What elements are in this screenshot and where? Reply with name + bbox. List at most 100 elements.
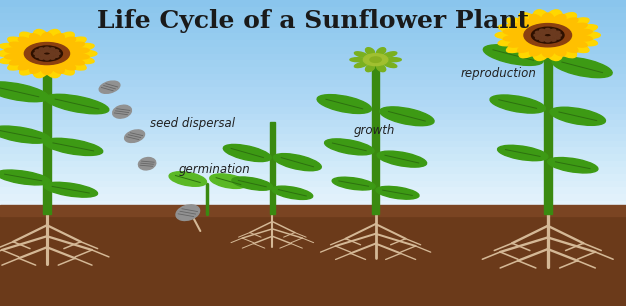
Ellipse shape [64,43,94,52]
Ellipse shape [9,57,33,65]
Ellipse shape [533,45,550,61]
Ellipse shape [551,14,566,27]
Bar [0,106,626,114]
Ellipse shape [18,37,38,48]
Ellipse shape [383,62,397,68]
Ellipse shape [366,48,374,55]
Ellipse shape [8,37,33,48]
Ellipse shape [562,41,589,53]
Circle shape [540,32,545,35]
Ellipse shape [8,59,33,70]
Circle shape [39,57,44,59]
Circle shape [524,24,572,47]
Ellipse shape [366,64,374,72]
Ellipse shape [125,130,145,143]
Ellipse shape [518,18,538,29]
Ellipse shape [45,29,61,44]
Circle shape [540,35,545,38]
Ellipse shape [552,57,612,78]
Bar [0,113,626,121]
Circle shape [50,57,54,59]
Circle shape [548,37,553,39]
Ellipse shape [495,32,528,39]
Bar [0,200,626,207]
Ellipse shape [380,107,434,126]
Ellipse shape [563,23,587,32]
Ellipse shape [5,53,31,59]
Ellipse shape [503,29,530,36]
Circle shape [51,52,55,55]
Ellipse shape [565,35,592,41]
Ellipse shape [44,138,103,155]
Bar [0,0,626,7]
Ellipse shape [490,95,545,113]
Circle shape [49,54,54,56]
Circle shape [551,32,556,35]
Ellipse shape [50,61,64,73]
Ellipse shape [54,62,74,75]
Ellipse shape [61,42,85,50]
Circle shape [48,50,53,52]
Circle shape [39,48,44,50]
Bar [0,120,626,127]
Circle shape [41,55,46,57]
Bar [43,55,51,214]
Ellipse shape [41,33,53,45]
Bar [0,80,626,87]
Circle shape [542,37,547,39]
Bar [0,140,626,147]
Ellipse shape [386,58,401,62]
Circle shape [548,31,553,34]
Bar [0,39,626,47]
Circle shape [55,52,60,55]
Ellipse shape [44,182,98,197]
Ellipse shape [29,34,44,46]
Circle shape [44,50,49,52]
Circle shape [551,35,556,38]
Circle shape [48,55,53,57]
Ellipse shape [541,13,554,27]
Ellipse shape [498,37,529,46]
Ellipse shape [332,177,375,190]
Circle shape [44,55,49,58]
Ellipse shape [61,57,85,65]
Ellipse shape [503,35,530,41]
Ellipse shape [56,59,76,70]
Ellipse shape [354,52,368,57]
Ellipse shape [550,107,605,125]
Circle shape [54,50,59,52]
Bar [0,180,626,187]
Ellipse shape [376,186,419,199]
Ellipse shape [0,82,49,102]
Circle shape [54,55,59,57]
Ellipse shape [565,29,592,36]
Ellipse shape [0,50,28,57]
Bar [0,73,626,80]
Circle shape [555,37,560,39]
Ellipse shape [548,158,598,173]
Bar [0,20,626,27]
Text: Life Cycle of a Sunflower Plant: Life Cycle of a Sunflower Plant [97,9,529,33]
Ellipse shape [317,95,371,114]
Circle shape [545,39,550,42]
Circle shape [539,34,544,36]
Ellipse shape [100,81,120,93]
Bar [0,147,626,154]
Text: growth: growth [354,124,395,136]
Ellipse shape [383,52,397,57]
Ellipse shape [176,205,200,221]
Bar [0,193,626,201]
Ellipse shape [567,37,597,46]
Circle shape [35,55,40,57]
Text: seed dispersal: seed dispersal [150,118,235,130]
Ellipse shape [19,62,40,75]
Ellipse shape [61,59,86,70]
Ellipse shape [223,144,271,162]
Bar [0,210,626,306]
Ellipse shape [29,61,44,73]
Ellipse shape [169,172,207,186]
Ellipse shape [555,13,577,27]
Ellipse shape [9,42,33,50]
Ellipse shape [0,55,29,64]
Circle shape [552,34,557,36]
